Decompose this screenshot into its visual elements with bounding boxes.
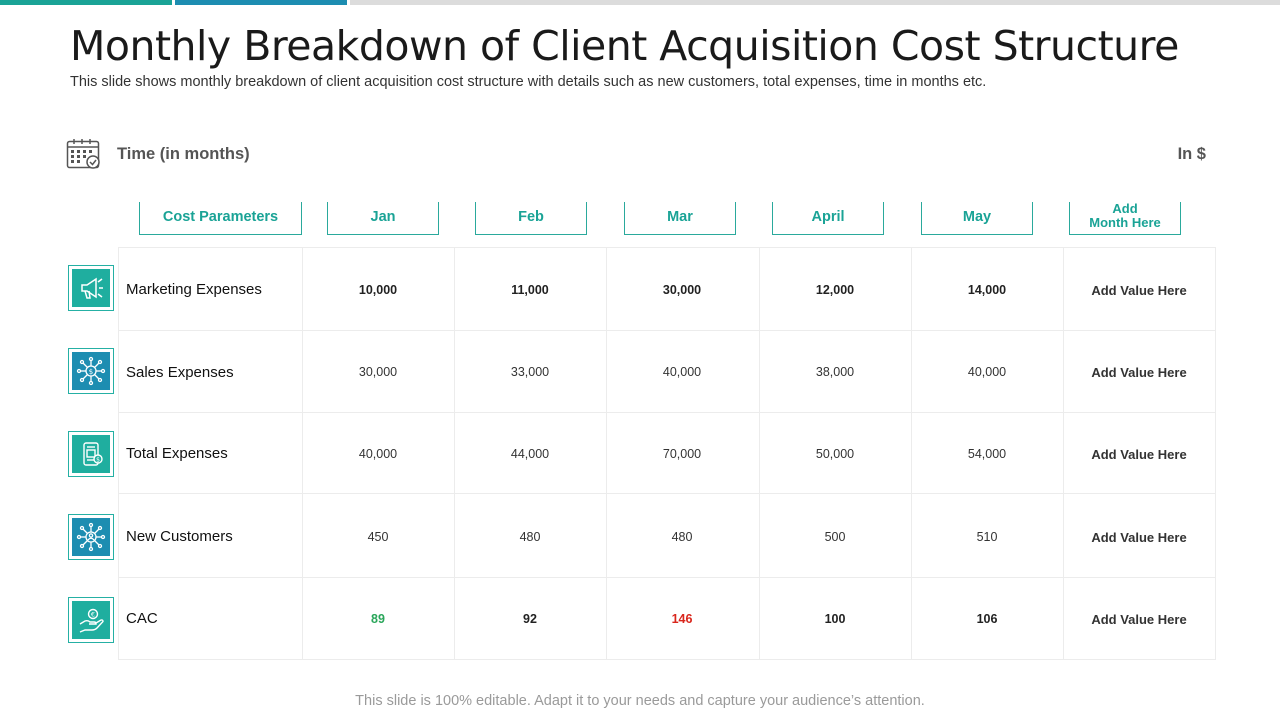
grid-line: [1215, 247, 1216, 660]
cell-customers-may: 510: [976, 530, 998, 544]
svg-text:$: $: [96, 457, 100, 464]
megaphone-icon: [68, 265, 114, 311]
grid-line: [454, 247, 455, 660]
header-cost-parameters: Cost Parameters: [139, 202, 302, 235]
svg-text:$: $: [89, 368, 93, 376]
grid-line: [302, 247, 303, 660]
cell-customers-april: 500: [824, 530, 846, 544]
cell-total-may: 54,000: [967, 447, 1007, 461]
cell-sales-add-value: Add Value Here: [1091, 365, 1187, 380]
cell-sales-mar: 40,000: [662, 365, 702, 379]
header-mar: Mar: [624, 202, 736, 235]
slide-footer: This slide is 100% editable. Adapt it to…: [355, 693, 925, 709]
top-accent-segment-blue: [175, 0, 347, 5]
grid-line: [118, 577, 1216, 578]
cell-cac-feb: 92: [523, 612, 537, 626]
cell-customers-jan: 450: [367, 530, 389, 544]
row-label-sales-expenses: Sales Expenses: [126, 364, 234, 381]
calendar-check-icon: [66, 138, 102, 170]
cell-sales-may: 40,000: [967, 365, 1007, 379]
header-april: April: [772, 202, 884, 235]
cell-customers-add-value: Add Value Here: [1091, 530, 1187, 545]
cell-total-feb: 44,000: [510, 447, 550, 461]
cell-total-april: 50,000: [815, 447, 855, 461]
top-accent-bar: [0, 0, 1280, 5]
hand-coin-icon: €: [68, 597, 114, 643]
grid-line: [118, 247, 119, 660]
row-label-new-customers: New Customers: [126, 528, 233, 545]
cell-total-mar: 70,000: [662, 447, 702, 461]
expense-document-icon: $: [68, 431, 114, 477]
cell-marketing-jan: 10,000: [358, 283, 398, 297]
row-label-marketing-expenses: Marketing Expenses: [126, 281, 262, 298]
grid-line: [911, 247, 912, 660]
grid-line: [118, 659, 1216, 660]
cell-cac-april: 100: [824, 612, 846, 626]
cell-marketing-feb: 11,000: [511, 283, 549, 297]
grid-line: [118, 493, 1216, 494]
header-feb: Feb: [475, 202, 587, 235]
dollar-network-icon: $: [68, 348, 114, 394]
grid-line: [118, 247, 1216, 248]
grid-line: [118, 412, 1216, 413]
cell-marketing-may: 14,000: [967, 283, 1007, 297]
row-label-cac: CAC: [126, 610, 158, 627]
top-accent-segment-green: [0, 0, 172, 5]
unit-label: In $: [1177, 145, 1206, 163]
cell-cac-jan: 89: [371, 612, 385, 626]
cell-marketing-april: 12,000: [815, 283, 855, 297]
time-label: Time (in months): [117, 145, 250, 163]
customer-network-icon: [68, 514, 114, 560]
header-may: May: [921, 202, 1033, 235]
cell-customers-mar: 480: [671, 530, 693, 544]
cell-sales-feb: 33,000: [510, 365, 550, 379]
cell-customers-feb: 480: [519, 530, 541, 544]
header-jan: Jan: [327, 202, 439, 235]
cell-sales-april: 38,000: [815, 365, 855, 379]
grid-line: [606, 247, 607, 660]
grid-line: [759, 247, 760, 660]
cell-cac-mar: 146: [671, 612, 693, 626]
slide-title: Monthly Breakdown of Client Acquisition …: [70, 22, 1179, 70]
cell-cac-add-value: Add Value Here: [1091, 612, 1187, 627]
grid-line: [118, 330, 1216, 331]
cell-cac-may: 106: [976, 612, 998, 626]
header-add-month: Add Month Here: [1069, 201, 1181, 235]
slide-subtitle: This slide shows monthly breakdown of cl…: [70, 74, 987, 90]
grid-line: [1063, 247, 1064, 660]
cell-total-jan: 40,000: [358, 447, 398, 461]
row-label-total-expenses: Total Expenses: [126, 445, 228, 462]
cell-total-add-value: Add Value Here: [1091, 447, 1187, 462]
cell-marketing-mar: 30,000: [662, 283, 702, 297]
cell-marketing-add-value: Add Value Here: [1091, 283, 1187, 298]
svg-text:€: €: [91, 611, 95, 619]
top-accent-segment-gray: [350, 0, 1280, 5]
cell-sales-jan: 30,000: [358, 365, 398, 379]
